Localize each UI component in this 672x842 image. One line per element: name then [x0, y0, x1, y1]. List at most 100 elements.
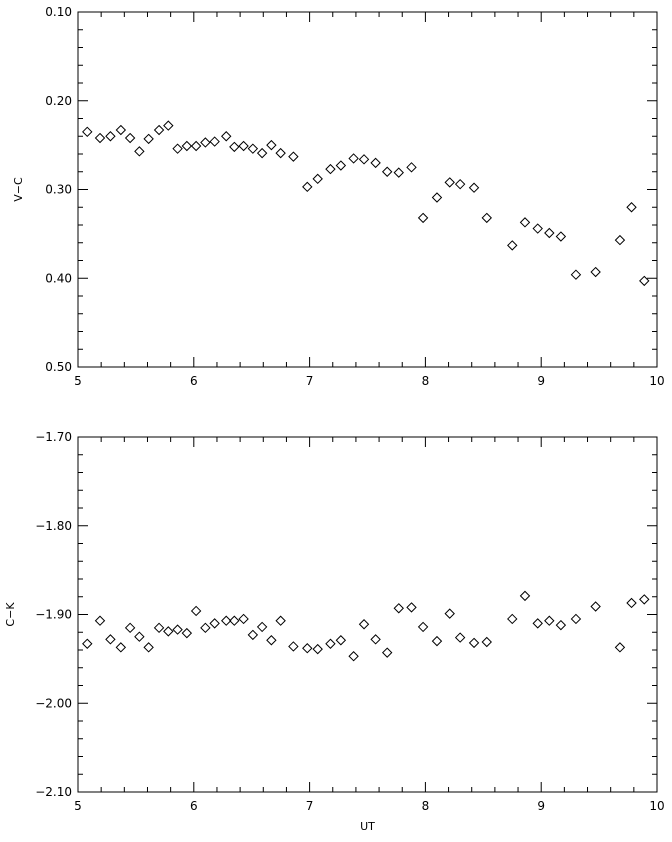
vc-data-point — [590, 266, 601, 278]
vc-data-point — [358, 154, 370, 165]
vc-y-tick-label: 0.50 — [45, 360, 72, 374]
ck-data-point — [570, 613, 582, 625]
vc-data-point — [229, 141, 240, 153]
ck-data-point — [406, 602, 417, 613]
vc-data-point — [481, 212, 492, 224]
vc-data-point — [544, 227, 555, 239]
vc-data-point — [238, 140, 249, 152]
ck-data-point — [639, 594, 650, 605]
vc-data-point — [381, 166, 393, 177]
ck-data-point — [312, 643, 323, 655]
ck-data-point — [468, 637, 480, 649]
vc-data-point — [468, 182, 480, 193]
vc-x-tick-label: 9 — [537, 374, 545, 388]
ck-data-point — [247, 629, 259, 641]
vc-data-point — [288, 151, 299, 162]
vc-data-point — [181, 140, 193, 152]
vc-y-axis-label: V−C — [12, 177, 25, 202]
vc-data-point — [124, 132, 136, 144]
ck-x-tick-label: 8 — [422, 799, 430, 813]
ck-data-point — [454, 632, 466, 643]
vc-data-point — [247, 143, 259, 154]
vc-y-tick-label: 0.30 — [45, 183, 72, 197]
vc-y-tick-label: 0.10 — [45, 5, 72, 19]
vc-data-point — [614, 234, 626, 246]
ck-data-point — [163, 626, 174, 637]
vc-data-point — [626, 202, 637, 213]
vc-x-tick-label: 7 — [306, 374, 314, 388]
vc-data-point — [302, 181, 313, 193]
vc-data-point — [312, 173, 323, 185]
vc-data-point — [200, 137, 211, 148]
vc-data-point — [172, 143, 183, 154]
ck-data-point — [256, 621, 268, 633]
vc-data-point — [153, 124, 165, 136]
ck-data-point — [181, 627, 193, 639]
ck-data-point — [358, 619, 370, 630]
vc-data-point — [570, 269, 582, 280]
vc-data-point — [555, 231, 567, 242]
ck-plot-frame — [77, 436, 658, 793]
ck-data-point — [626, 597, 637, 609]
vc-data-point — [406, 162, 417, 173]
ck-data-point — [115, 642, 127, 653]
ck-data-point — [532, 618, 543, 629]
vc-data-point — [639, 275, 650, 287]
vc-data-point — [275, 147, 286, 159]
vc-x-tick-label: 5 — [74, 374, 82, 388]
vc-data-point — [348, 153, 359, 164]
ck-data-point — [190, 605, 202, 617]
ck-x-tick-label: 10 — [649, 799, 664, 813]
ck-data-point — [431, 635, 443, 647]
vc-data-point — [209, 136, 220, 147]
ck-data-point — [134, 631, 145, 642]
ck-data-point — [124, 622, 136, 634]
ck-data-point — [481, 636, 492, 648]
ck-data-point — [82, 638, 93, 649]
ck-data-point — [143, 642, 154, 653]
ck-data-point — [370, 634, 381, 645]
vc-data-point — [256, 147, 268, 159]
ck-data-point — [381, 647, 393, 658]
ck-data-point — [325, 638, 336, 649]
ck-y-tick-label: −1.80 — [35, 519, 72, 533]
vc-data-point — [134, 146, 145, 157]
ck-data-point — [393, 603, 404, 614]
ck-data-point — [555, 619, 567, 631]
ck-data-point — [172, 624, 183, 635]
ck-data-point — [209, 618, 220, 629]
vc-panel: 5 6 7 8 9 10 0.10 0.20 0.30 0.40 0.50 V−C — [12, 5, 665, 388]
vc-data-point — [393, 167, 404, 178]
ck-data-point — [266, 635, 277, 646]
vc-data-point — [370, 157, 381, 169]
ck-data-point — [614, 642, 626, 653]
ck-x-tick-label: 7 — [306, 799, 314, 813]
ck-y-tick-label: −1.90 — [35, 608, 72, 622]
ck-data-point — [200, 622, 211, 634]
ck-data-point — [507, 613, 518, 625]
vc-data-point — [325, 163, 336, 175]
vc-data-point — [94, 132, 106, 144]
vc-data-point — [417, 212, 429, 224]
vc-data-point — [115, 124, 127, 136]
vc-data-point — [507, 240, 518, 251]
ck-data-point — [544, 615, 555, 626]
ck-y-tick-label: −2.10 — [35, 785, 72, 799]
ck-data-point — [590, 601, 601, 612]
vc-y-tick-label: 0.20 — [45, 94, 72, 108]
ck-x-tick-label: 6 — [190, 799, 198, 813]
ck-data-point — [348, 651, 359, 662]
vc-data-point — [454, 178, 466, 190]
ck-data-point — [519, 590, 531, 602]
vc-y-tick-label: 0.40 — [45, 271, 72, 285]
ck-data-point — [238, 613, 249, 625]
ck-panel: 5 6 7 8 9 10 −1.70 −1.80 −1.90 −2.00 −2.10 C−K UT — [4, 430, 665, 833]
ck-y-axis-label: C−K — [4, 602, 17, 627]
ck-x-axis-label: UT — [360, 820, 375, 833]
vc-plot-frame — [77, 11, 658, 368]
vc-data-point — [266, 139, 277, 151]
vc-data-point — [431, 192, 443, 203]
ck-x-tick-label: 5 — [74, 799, 82, 813]
vc-data-point — [519, 217, 531, 228]
